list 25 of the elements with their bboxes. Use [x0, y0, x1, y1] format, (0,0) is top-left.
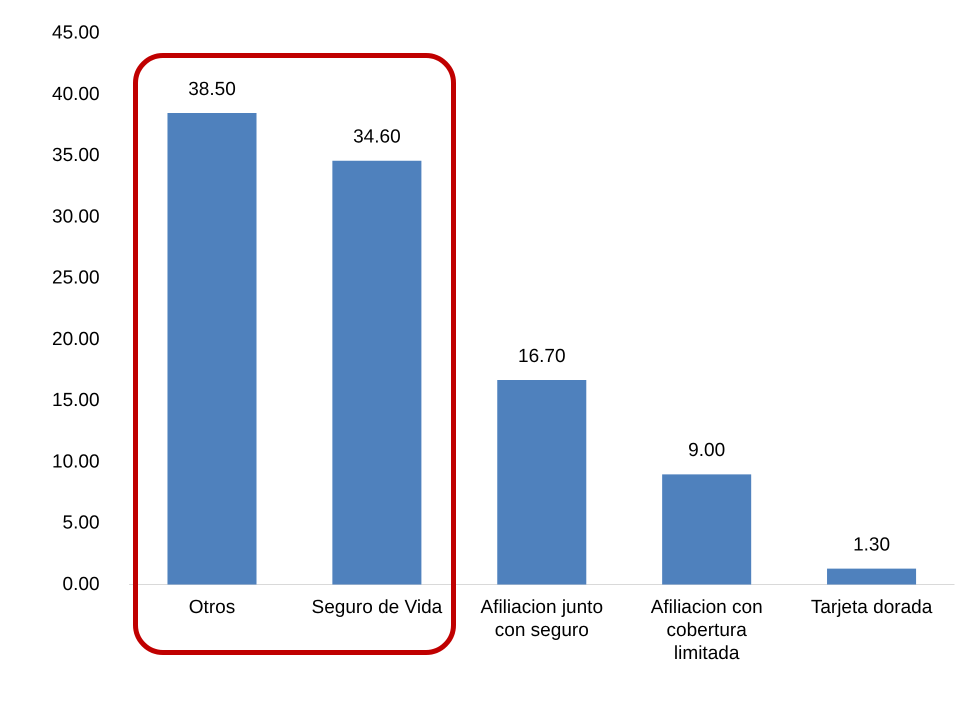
data-label: 16.70 [518, 346, 566, 367]
y-tick-label: 10.00 [52, 451, 100, 472]
y-tick-label: 40.00 [52, 84, 100, 105]
bar [827, 568, 916, 585]
y-tick-label: 30.00 [52, 206, 100, 228]
y-tick-label: 0.00 [62, 574, 100, 595]
data-label: 38.50 [188, 78, 236, 100]
bar [662, 474, 752, 585]
y-tick-label: 15.00 [52, 390, 100, 412]
y-tick-label: 45.00 [52, 22, 100, 44]
y-tick-label: 5.00 [62, 512, 100, 534]
x-tick-label: Seguro de Vida [312, 597, 443, 618]
x-tick-label: Tarjeta dorada [810, 597, 933, 618]
x-tick-label: Otros [188, 597, 236, 618]
data-label: 9.00 [688, 440, 726, 462]
y-tick-label: 25.00 [52, 268, 100, 289]
x-tick-label: Afiliacion junto con seguro [480, 597, 604, 642]
bar [497, 380, 586, 585]
y-tick-label: 20.00 [52, 328, 100, 350]
bar [167, 113, 257, 585]
data-label: 1.30 [853, 534, 890, 556]
y-tick-label: 35.00 [52, 145, 100, 166]
bar [332, 160, 422, 585]
data-label: 34.60 [353, 126, 401, 148]
x-tick-label: Afiliacion con cobertura limitada [650, 597, 763, 664]
